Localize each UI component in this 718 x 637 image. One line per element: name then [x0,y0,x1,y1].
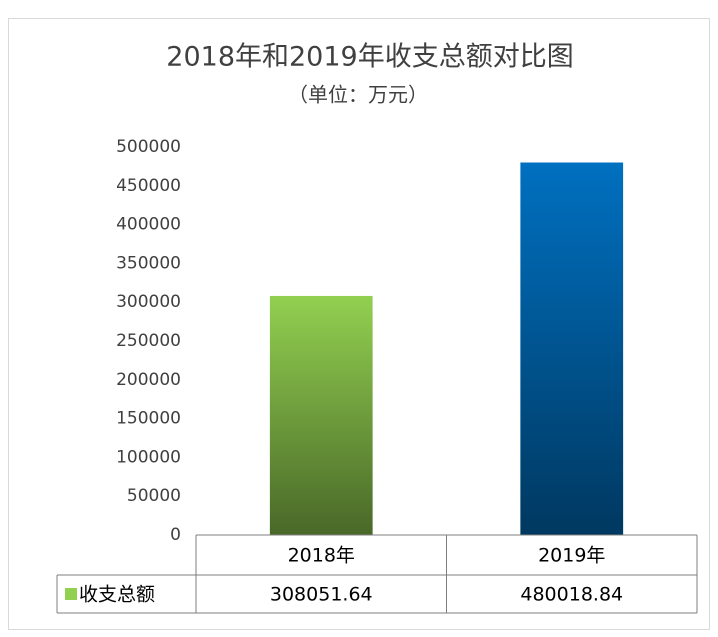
y-tick-label: 150000 [116,409,181,429]
x-tick-label: 2018年 [288,545,355,567]
y-tick-label: 350000 [116,253,181,273]
table-value: 480018.84 [520,584,623,606]
y-tick-label: 400000 [116,215,181,235]
y-tick-label: 50000 [127,486,181,506]
y-tick-label: 500000 [116,137,181,157]
y-tick-label: 0 [170,525,181,545]
legend-swatch [65,588,77,600]
y-tick-label: 200000 [116,370,181,390]
y-tick-label: 250000 [116,331,181,351]
legend-label: 收支总额 [79,584,155,606]
chart-title: 2018年和2019年收支总额对比图 [166,42,573,73]
table-value: 308051.64 [270,584,373,606]
y-tick-label: 300000 [116,292,181,312]
bar [269,295,373,535]
y-tick-label: 100000 [116,447,181,467]
x-tick-label: 2019年 [538,545,605,567]
y-tick-label: 450000 [116,176,181,196]
chart-subtitle: （单位：万元） [288,83,428,107]
bar [520,162,624,536]
